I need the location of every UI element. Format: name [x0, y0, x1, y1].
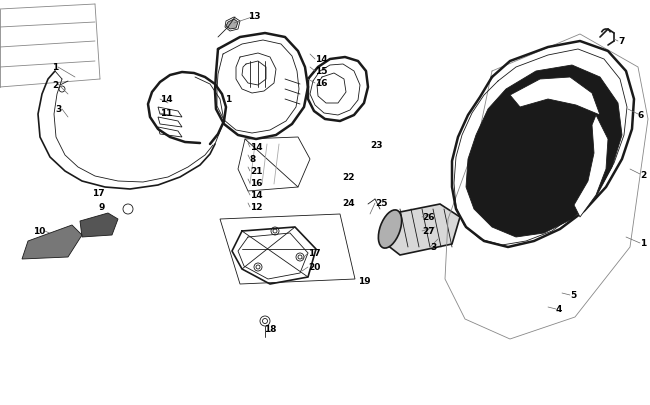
Text: 26: 26 — [422, 213, 434, 222]
Text: 16: 16 — [250, 179, 263, 188]
Text: 6: 6 — [638, 110, 644, 119]
Polygon shape — [382, 205, 460, 256]
Text: 14: 14 — [250, 143, 263, 152]
Text: 18: 18 — [264, 325, 276, 334]
Text: 2: 2 — [52, 80, 58, 89]
Text: 1: 1 — [52, 63, 58, 72]
Text: 10: 10 — [32, 227, 45, 236]
Text: 13: 13 — [248, 11, 261, 20]
Text: 17: 17 — [308, 249, 320, 258]
Text: 20: 20 — [308, 263, 320, 272]
Text: 5: 5 — [570, 291, 577, 300]
Text: 14: 14 — [315, 55, 328, 64]
Text: 11: 11 — [160, 109, 172, 118]
Ellipse shape — [378, 210, 402, 249]
Polygon shape — [226, 20, 238, 30]
Polygon shape — [80, 213, 118, 237]
Text: 24: 24 — [342, 199, 355, 208]
Text: 27: 27 — [422, 227, 435, 236]
Text: 3: 3 — [430, 243, 436, 252]
Polygon shape — [466, 66, 622, 237]
Text: 16: 16 — [315, 79, 328, 88]
Text: 9: 9 — [99, 203, 105, 212]
Text: 23: 23 — [370, 140, 382, 149]
Text: 17: 17 — [92, 189, 105, 198]
Polygon shape — [574, 116, 608, 217]
Text: 2: 2 — [640, 170, 646, 179]
Text: 4: 4 — [556, 305, 562, 314]
Text: 1: 1 — [225, 95, 231, 104]
Text: 7: 7 — [618, 37, 625, 47]
Polygon shape — [22, 226, 82, 259]
Text: 19: 19 — [358, 277, 370, 286]
Text: 25: 25 — [375, 199, 387, 208]
Text: 21: 21 — [250, 167, 263, 176]
Text: 12: 12 — [250, 203, 263, 212]
Text: 3: 3 — [56, 105, 62, 114]
Text: 14: 14 — [250, 191, 263, 200]
Text: 22: 22 — [342, 173, 354, 182]
Text: 1: 1 — [640, 239, 646, 248]
Text: 8: 8 — [250, 155, 256, 164]
Text: 15: 15 — [315, 67, 328, 76]
Text: 14: 14 — [160, 95, 173, 104]
Polygon shape — [510, 78, 600, 116]
